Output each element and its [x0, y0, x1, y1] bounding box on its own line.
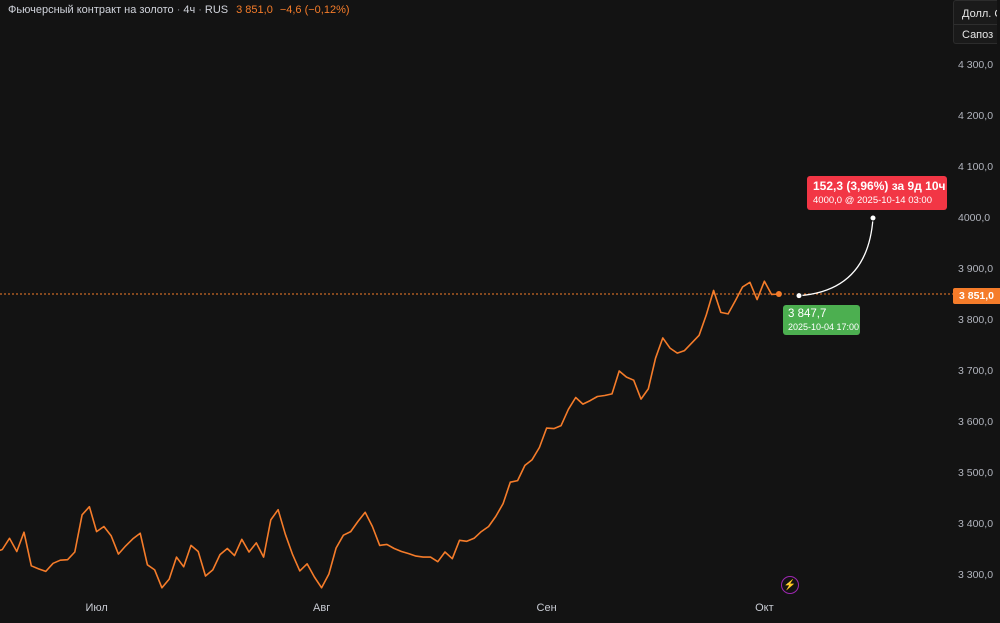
y-tick-label: 4000,0 — [958, 212, 991, 224]
y-tick-label: 3 800,0 — [958, 314, 994, 326]
y-tick-label: 3 400,0 — [958, 518, 994, 530]
projection-start-price: 3 847,7 — [788, 308, 827, 320]
projection-arrow — [798, 217, 874, 297]
price-change: −4,6 (−0,12%) — [279, 4, 350, 16]
x-tick-label: Окт — [755, 602, 774, 614]
gold-futures-series-line — [0, 280, 779, 589]
y-tick-label: 4 200,0 — [958, 110, 994, 122]
currency-label: Долл. США — [962, 8, 997, 20]
x-tick-label: Июл — [85, 602, 108, 614]
x-tick-label: Сен — [536, 602, 557, 614]
currency-secondary: Сапоз — [962, 29, 994, 41]
last-price: 3 851,0 — [236, 4, 273, 16]
chart-header: Фьючерсный контракт на золото · 4ч · RUS… — [8, 4, 350, 16]
header-separator: · — [198, 4, 202, 16]
y-tick-label: 3 900,0 — [958, 263, 994, 275]
y-tick-label: 3 600,0 — [958, 416, 994, 428]
y-tick-label: 3 700,0 — [958, 365, 994, 377]
y-tick-label: 4 300,0 — [958, 59, 994, 71]
projection-start-label[interactable]: 3 847,7 2025-10-04 17:00 — [783, 305, 860, 335]
projection-change-text: 152,3 (3,96%) за 9д 10ч — [813, 179, 946, 193]
projection-target-point[interactable] — [869, 214, 877, 222]
projection-start-date: 2025-10-04 17:00 — [788, 322, 860, 332]
last-price-dot — [775, 290, 782, 297]
symbol-title[interactable]: Фьючерсный контракт на золото — [8, 4, 174, 16]
y-tick-label: 3 300,0 — [958, 569, 994, 581]
projection-start-point[interactable] — [795, 292, 803, 300]
header-separator: · — [176, 4, 181, 16]
projection-target-label[interactable]: 152,3 (3,96%) за 9д 10ч 4000,0 @ 2025-10… — [807, 176, 947, 210]
currency-selector[interactable]: Долл. США Сапоз — [953, 0, 997, 44]
projection-target-text: 4000,0 @ 2025-10-14 03:00 — [813, 195, 932, 206]
currency-divider — [954, 24, 997, 25]
y-tick-label: 3 500,0 — [958, 467, 994, 479]
x-tick-label: Авг — [313, 602, 331, 614]
current-price-tag: 3 851,0 — [953, 288, 1000, 304]
exchange-label: RUS — [204, 4, 229, 16]
lightning-icon[interactable]: ⚡ — [781, 576, 799, 594]
y-tick-label: 4 100,0 — [958, 161, 994, 173]
interval-label[interactable]: 4ч — [183, 4, 196, 16]
